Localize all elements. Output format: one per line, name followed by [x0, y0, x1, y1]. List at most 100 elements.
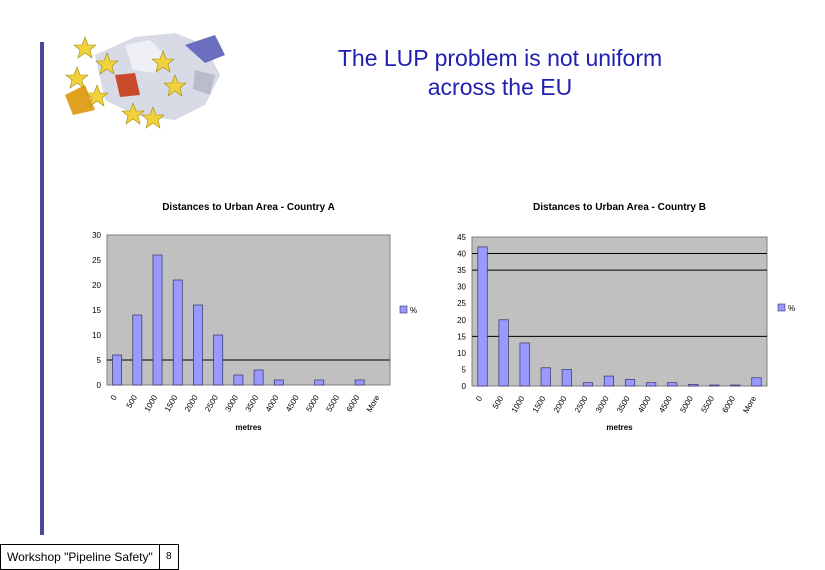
x-tick-label: 1000 — [510, 394, 527, 414]
x-tick-label: 1500 — [531, 394, 548, 414]
x-tick-label: 4000 — [264, 393, 281, 413]
x-tick-label: 2000 — [183, 393, 200, 413]
x-tick-label: More — [741, 394, 758, 415]
y-tick-label: 30 — [92, 231, 101, 240]
x-tick-label: 5000 — [678, 394, 695, 414]
x-tick-label: 1500 — [163, 393, 180, 413]
x-tick-label: 3500 — [615, 394, 632, 414]
chart-country-b-svg: Distances to Urban Area - Country B 0 5 10 1… — [457, 202, 795, 432]
bar — [233, 374, 244, 386]
bar — [213, 334, 224, 386]
x-tick-label: More — [365, 393, 382, 414]
footer: Workshop "Pipeline Safety" 8 — [0, 544, 179, 570]
star-icon — [65, 66, 89, 89]
bar — [540, 367, 551, 387]
x-axis-label: metres — [235, 423, 262, 432]
chart-country-a: Distances to Urban Area - Country A 0 5 10 1… — [80, 190, 425, 440]
map-silhouette — [95, 33, 220, 120]
y-tick-label: 45 — [457, 233, 466, 242]
x-tick-label: 4500 — [284, 393, 301, 413]
chart-country-b: Distances to Urban Area - Country B 0 5 10 1… — [435, 190, 810, 440]
bar — [314, 379, 325, 386]
bar — [624, 379, 636, 387]
y-tick-label: 25 — [92, 256, 101, 265]
x-tick-label: 0 — [474, 394, 484, 403]
eu-map-logo — [55, 15, 230, 133]
x-tick-label: 1000 — [143, 393, 160, 413]
y-tick-label: 5 — [462, 365, 467, 374]
bar — [646, 382, 657, 387]
bar — [477, 246, 488, 387]
star-icon — [85, 84, 109, 107]
y-tick-label: 25 — [457, 299, 466, 308]
page-number: 8 — [159, 544, 179, 570]
legend-label: % — [410, 306, 417, 315]
x-axis-label: metres — [606, 423, 633, 432]
y-tick-label: 15 — [457, 332, 466, 341]
y-tick-label: 30 — [457, 283, 466, 292]
bar — [751, 377, 762, 387]
x-tick-label: 2000 — [552, 394, 569, 414]
bar — [709, 384, 720, 387]
map-region — [115, 73, 140, 97]
y-tick-label: 20 — [92, 281, 101, 290]
bar — [519, 342, 530, 387]
x-tick-label: 3500 — [244, 393, 261, 413]
star-icon — [151, 50, 175, 73]
bar — [253, 369, 264, 386]
slide-title-line-2: across the EU — [427, 74, 573, 100]
star-icon — [121, 102, 145, 125]
legend-swatch — [777, 303, 786, 312]
y-tick-label: 0 — [97, 381, 102, 390]
x-tick-label: 3000 — [223, 393, 240, 413]
bar — [273, 379, 284, 386]
x-tick-label: 6000 — [345, 393, 362, 413]
star-icon — [95, 52, 119, 75]
bar — [172, 279, 183, 386]
legend-swatch — [399, 305, 408, 314]
slide-title-line-1: The LUP problem is not uniform — [337, 45, 663, 71]
y-tick-label: 20 — [457, 316, 466, 325]
y-tick-label: 40 — [457, 250, 466, 259]
plot-area — [106, 234, 391, 386]
x-tick-label: 5500 — [325, 393, 342, 413]
bar — [667, 382, 678, 387]
bar — [152, 254, 163, 386]
bar — [498, 319, 509, 387]
x-tick-label: 500 — [491, 394, 506, 411]
bar — [561, 369, 572, 387]
map-region — [125, 40, 165, 73]
x-tick-label: 6000 — [720, 394, 737, 414]
slide-title: The LUP problem is not uniform across th… — [285, 44, 715, 102]
footer-label: Workshop "Pipeline Safety" — [0, 544, 160, 570]
chart-title: Distances to Urban Area - Country A — [162, 202, 335, 213]
x-tick-label: 4500 — [657, 394, 674, 414]
y-tick-label: 5 — [97, 356, 102, 365]
bar — [730, 384, 741, 387]
y-tick-label: 0 — [462, 382, 467, 391]
map-region — [193, 70, 215, 95]
x-tick-label: 5000 — [304, 393, 321, 413]
map-region — [65, 85, 95, 115]
map-region — [185, 35, 225, 63]
bar — [582, 382, 593, 387]
accent-bar — [40, 42, 44, 535]
star-icon — [141, 106, 165, 129]
x-tick-label: 2500 — [573, 394, 590, 414]
bar — [112, 354, 123, 386]
bar — [193, 304, 203, 386]
x-tick-label: 3000 — [594, 394, 611, 414]
x-tick-label: 500 — [125, 393, 140, 410]
bar — [688, 383, 699, 387]
legend-label: % — [788, 304, 795, 313]
bar — [603, 375, 615, 387]
plot-area — [471, 236, 768, 387]
bar — [132, 314, 143, 386]
x-tick-label: 4000 — [636, 394, 653, 414]
star-icon — [163, 74, 187, 97]
x-tick-label: 2500 — [203, 393, 220, 413]
y-tick-label: 35 — [457, 266, 466, 275]
x-tick-label: 5500 — [699, 394, 716, 414]
y-tick-label: 10 — [92, 331, 101, 340]
chart-country-a-svg: Distances to Urban Area - Country A 0 5 10 1… — [92, 202, 417, 432]
